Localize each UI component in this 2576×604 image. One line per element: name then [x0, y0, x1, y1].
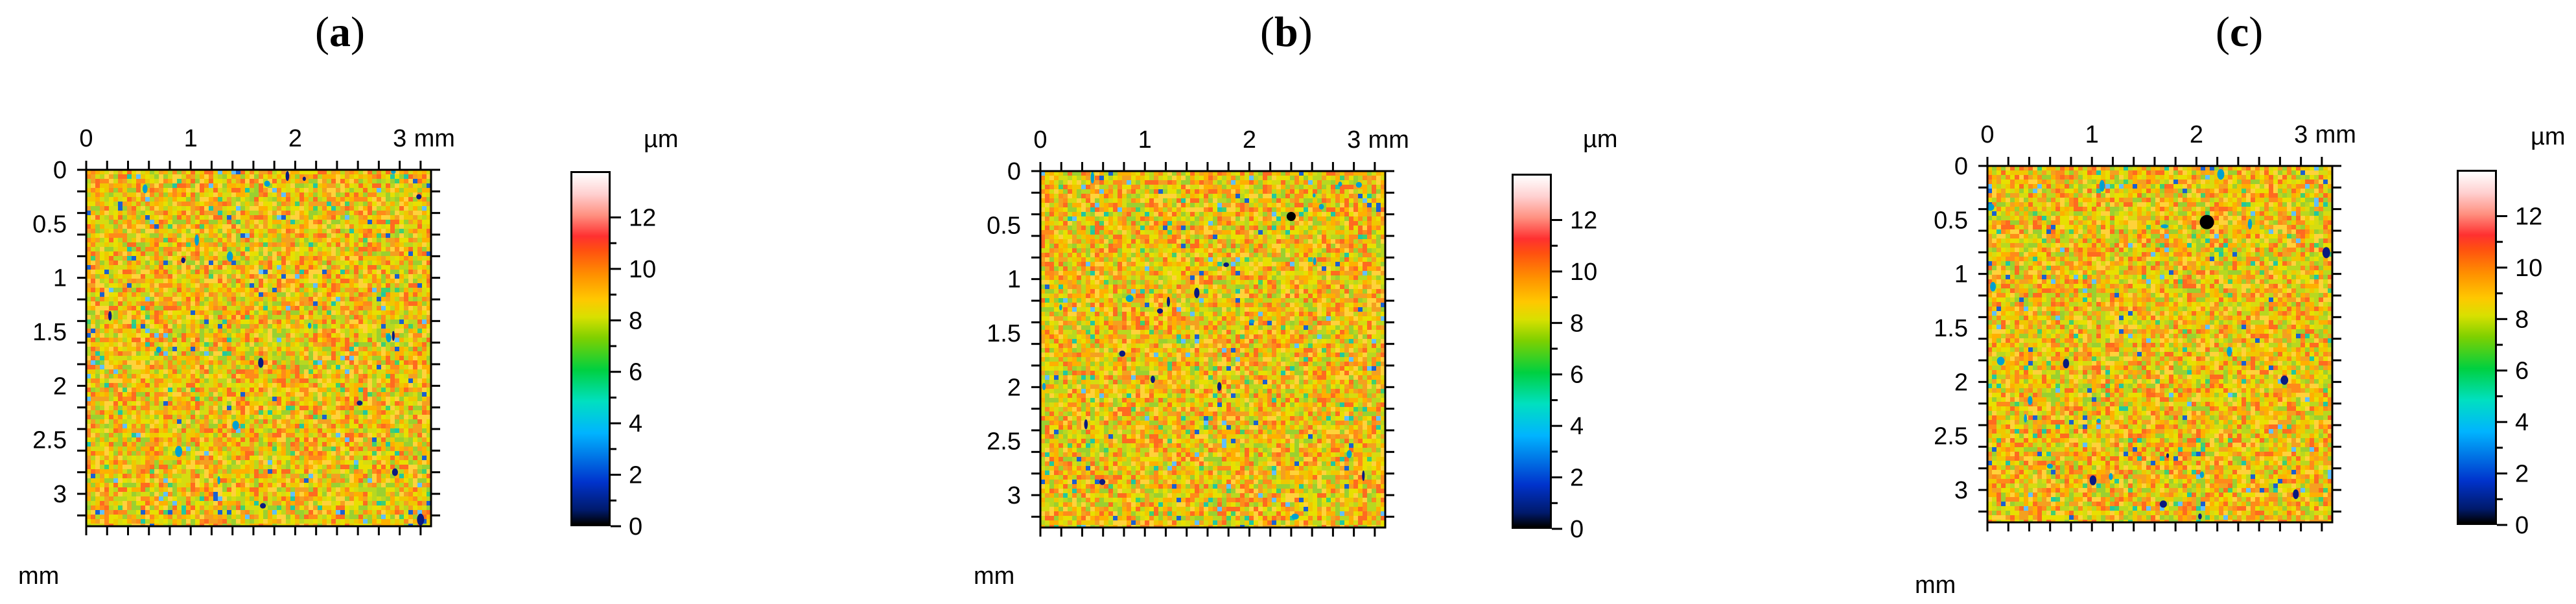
panel-c: (c) 0 1 2 3 mm 0 0.5 1 1.5 2 2.5 3 0 2 4 6 8 10 12 mm µm [1724, 0, 2576, 604]
colorbar-tick-label: 12 [1570, 207, 1597, 234]
panel-label: (a) [315, 8, 365, 56]
height-map [1987, 166, 2332, 522]
x-tick-label: 1 [184, 125, 198, 152]
colorbar-tick-label: 0 [2515, 512, 2529, 539]
y-tick-label: 2.5 [1934, 423, 1968, 450]
colorbar-unit: µm [644, 126, 679, 153]
y-tick-label: 2 [53, 373, 67, 400]
colorbar-tick-label: 10 [629, 256, 656, 283]
colorbar-tick-label: 4 [2515, 409, 2529, 436]
y-axis-unit: mm [1915, 572, 1956, 599]
colorbar-tick-label: 2 [1570, 465, 1584, 492]
colorbar-tick-label: 4 [629, 410, 642, 437]
x-tick-label: 2 [2190, 121, 2203, 148]
x-tick-label: 3 [393, 125, 406, 152]
y-tick-label: 0.5 [32, 211, 67, 238]
y-tick-label: 2 [1007, 374, 1021, 401]
x-tick-label: 1 [1138, 126, 1152, 154]
x-tick-label: 0 [79, 125, 93, 152]
y-tick-label: 3 [1007, 482, 1021, 509]
colorbar-tick-label: 2 [2515, 461, 2529, 488]
y-tick-label: 1 [1007, 266, 1021, 294]
x-tick-label: 3 [2294, 121, 2308, 148]
defect-spot [2199, 215, 2214, 229]
colorbar-tick-label: 8 [2515, 306, 2529, 333]
colorbar-tick-label: 0 [629, 513, 642, 540]
colorbar-tick-label: 4 [1570, 413, 1584, 440]
x-axis-unit: mm [1368, 126, 1409, 154]
colorbar-tick-label: 12 [629, 204, 656, 231]
x-tick-label: 3 [1347, 126, 1361, 154]
colorbar [570, 171, 611, 526]
panel-label: (c) [2216, 8, 2264, 56]
colorbar [2457, 170, 2497, 525]
y-tick-label: 2 [1954, 369, 1968, 396]
colorbar-tick-label: 6 [2515, 358, 2529, 385]
height-map [86, 170, 431, 526]
panel-b: (b) 0 1 2 3 mm 0 0.5 1 1.5 2 2.5 3 0 2 4 6 8 10 12 mm µm [862, 0, 1705, 604]
colorbar-unit: µm [1583, 126, 1618, 153]
height-map [1040, 171, 1385, 528]
y-tick-label: 2.5 [987, 428, 1021, 456]
y-tick-label: 0.5 [987, 212, 1021, 239]
y-tick-label: 0.5 [1934, 207, 1968, 234]
y-axis-unit: mm [974, 563, 1015, 590]
y-tick-label: 3 [53, 481, 67, 508]
x-tick-label: 1 [2085, 121, 2099, 148]
y-tick-label: 1.5 [987, 320, 1021, 347]
colorbar-tick-label: 6 [1570, 362, 1584, 389]
y-tick-label: 0 [53, 157, 67, 184]
colorbar-tick-label: 8 [629, 307, 642, 334]
colorbar-unit: µm [2531, 123, 2566, 150]
y-tick-label: 1.5 [32, 319, 67, 346]
y-tick-label: 3 [1954, 477, 1968, 504]
y-tick-label: 1 [1954, 261, 1968, 288]
colorbar-tick-label: 12 [2515, 203, 2542, 230]
x-tick-label: 2 [1243, 126, 1256, 154]
colorbar-tick-label: 2 [629, 462, 642, 489]
colorbar-tick-label: 10 [2515, 255, 2542, 282]
y-tick-label: 0 [1007, 158, 1021, 185]
panel-label: (b) [1260, 8, 1313, 56]
defect-spot [1286, 212, 1296, 221]
x-tick-label: 0 [1980, 121, 1994, 148]
colorbar-tick-label: 0 [1570, 516, 1584, 543]
colorbar-tick-label: 10 [1570, 259, 1597, 286]
y-tick-label: 1.5 [1934, 315, 1968, 342]
x-axis-unit: mm [2315, 121, 2356, 148]
y-axis-unit: mm [18, 563, 60, 590]
y-tick-label: 1 [53, 265, 67, 292]
colorbar-tick-label: 8 [1570, 310, 1584, 337]
colorbar-tick-label: 6 [629, 359, 642, 386]
y-tick-label: 2.5 [32, 427, 67, 454]
colorbar [1512, 174, 1552, 529]
y-tick-label: 0 [1954, 153, 1968, 180]
x-axis-unit: mm [414, 125, 455, 152]
x-tick-label: 2 [288, 125, 302, 152]
x-tick-label: 0 [1033, 126, 1047, 154]
panel-a: (a) 0 1 2 3 mm 0 0.5 1 1.5 2 2.5 3 0 2 4 6 8 10 12 mm µm [0, 0, 843, 604]
